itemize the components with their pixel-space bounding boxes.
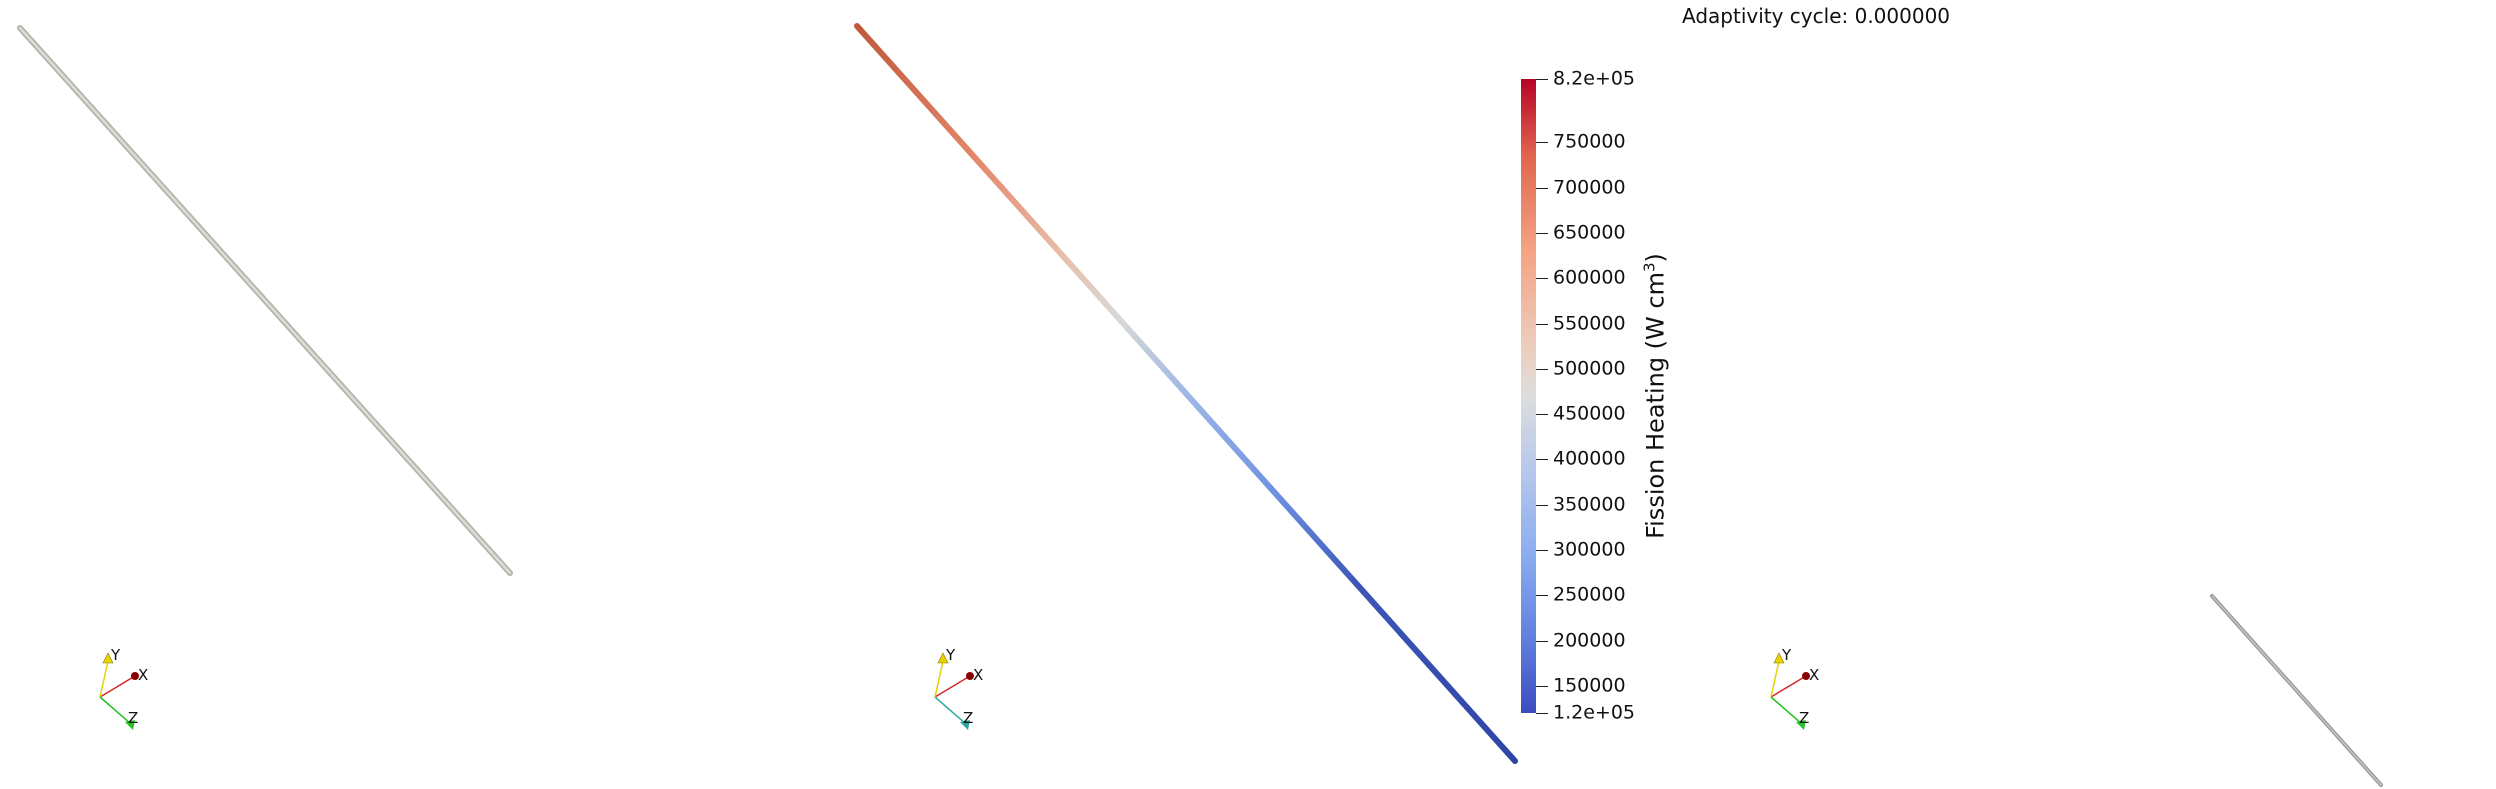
y-axis-line	[99, 660, 109, 698]
x-axis-label: X	[973, 666, 983, 684]
colorbar-tick	[1536, 459, 1548, 460]
adaptivity-cycle-text: Adaptivity cycle: 0.000000	[1682, 4, 1951, 28]
colorbar-title-close: )	[1641, 253, 1670, 263]
colorbar-tick-label: 500000	[1553, 357, 1626, 380]
right-viewport-canvas[interactable]: X Y Z	[1664, 0, 2496, 789]
left-viewport[interactable]: X Y Z	[0, 0, 832, 789]
z-axis-label: Z	[963, 709, 973, 727]
colorbar-tick-label: 700000	[1553, 176, 1626, 199]
colorbar-tick-label: 1.2e+05	[1553, 701, 1636, 724]
left-viewport-canvas[interactable]: X Y Z	[0, 0, 832, 789]
z-axis-line	[1770, 696, 1803, 725]
colorbar-tick	[1536, 641, 1548, 642]
colorbar-title: Fission Heating (W cm3)	[1641, 253, 1670, 539]
colorbar-tick	[1536, 278, 1548, 279]
x-axis-line	[99, 675, 136, 698]
orientation-axes: X Y Z	[934, 646, 983, 730]
colorbar-title-text: Fission Heating (W cm	[1641, 272, 1670, 539]
z-axis-line	[99, 696, 132, 725]
x-axis-tip	[131, 672, 139, 680]
colorbar-tick-label: 200000	[1553, 629, 1626, 652]
colorbar-tick	[1536, 686, 1548, 687]
colorbar-tick-label: 8.2e+05	[1553, 67, 1636, 90]
z-axis-tip	[125, 720, 135, 730]
z-axis-tip	[960, 720, 970, 730]
x-axis-tip	[1802, 672, 1810, 680]
colorbar-gradient	[1521, 79, 1536, 713]
colorbar-tick-label: 400000	[1553, 447, 1626, 470]
fuel-rod-mesh-highlight	[2211, 595, 2382, 786]
y-axis-tip	[1773, 652, 1785, 664]
y-axis-line	[1770, 660, 1780, 698]
colorbar-tick	[1536, 369, 1548, 370]
colorbar-tick	[1536, 550, 1548, 551]
colorbar-tick-label: 750000	[1553, 130, 1626, 153]
colorbar-tick	[1536, 142, 1548, 143]
colorbar-tick	[1536, 414, 1548, 415]
colorbar-tick	[1536, 79, 1548, 80]
z-axis-label: Z	[1799, 709, 1809, 727]
orientation-axes: X Y Z	[1770, 646, 1819, 730]
orientation-axes: X Y Z	[99, 646, 148, 730]
z-axis-label: Z	[128, 709, 138, 727]
colorbar-tick	[1536, 505, 1548, 506]
colorbar-tick	[1536, 324, 1548, 325]
x-axis-label: X	[1809, 666, 1819, 684]
y-axis-line	[934, 660, 944, 698]
colorbar-tick-label: 350000	[1553, 493, 1626, 516]
y-axis-label: Y	[1781, 646, 1792, 664]
y-axis-label: Y	[110, 646, 121, 664]
y-axis-tip	[937, 652, 949, 664]
colorbar-tick-label: 150000	[1553, 674, 1626, 697]
right-viewport[interactable]: X Y Z	[1664, 0, 2496, 789]
colorbar-tick-label: 600000	[1553, 266, 1626, 289]
x-axis-line	[934, 675, 971, 698]
x-axis-line	[1770, 675, 1807, 698]
colorbar-tick	[1536, 188, 1548, 189]
colorbar-tick	[1536, 595, 1548, 596]
fuel-rod-mesh-highlight	[18, 26, 512, 575]
y-axis-tip	[102, 652, 114, 664]
colorbar-tick-label: 650000	[1553, 221, 1626, 244]
z-axis-line	[934, 696, 967, 725]
colorbar-tick-label: 300000	[1553, 538, 1626, 561]
colorbar-tick-label: 250000	[1553, 583, 1626, 606]
colorbar-tick-label: 550000	[1553, 312, 1626, 335]
colorbar-tick	[1536, 713, 1548, 714]
center-viewport-canvas[interactable]: X Y Z	[832, 0, 1664, 789]
fuel-rod-heat-colored	[854, 23, 1518, 764]
colorbar-title-exponent: 3	[1640, 262, 1659, 273]
x-axis-tip	[966, 672, 974, 680]
colorbar-tick-label: 450000	[1553, 402, 1626, 425]
y-axis-label: Y	[945, 646, 956, 664]
colorbar-tick	[1536, 233, 1548, 234]
x-axis-label: X	[138, 666, 148, 684]
z-axis-tip	[1796, 720, 1806, 730]
center-viewport[interactable]: X Y Z	[832, 0, 1664, 789]
